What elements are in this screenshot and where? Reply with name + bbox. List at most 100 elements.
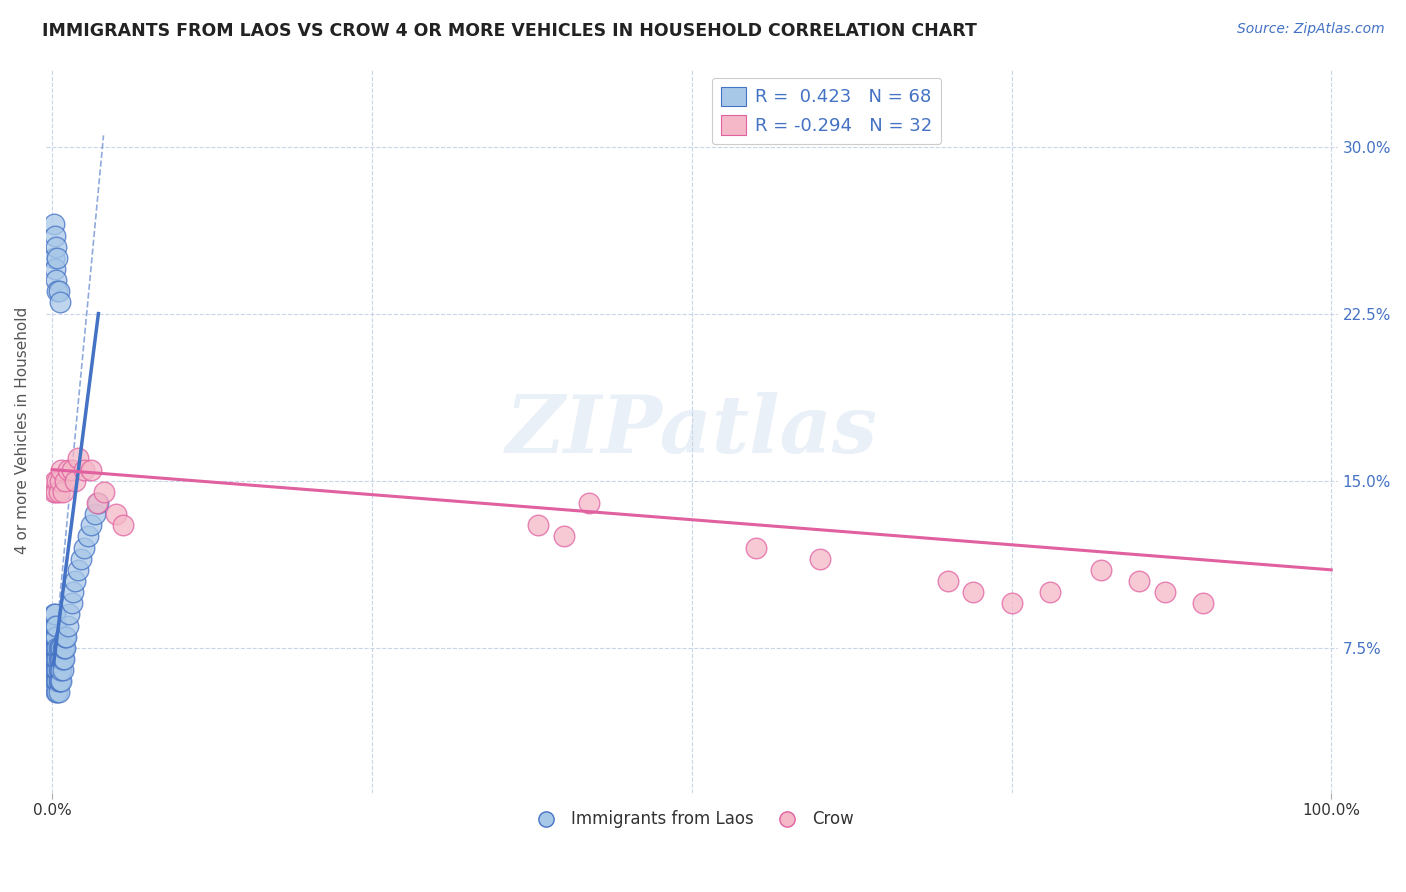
Point: [65, 574, 87, 588]
Point: [87, 496, 110, 510]
Point: [111, 518, 134, 533]
Point: [42, 640, 65, 655]
Point: [49, 474, 72, 488]
Point: [93, 484, 115, 499]
Point: [45, 652, 67, 666]
Point: [1154, 585, 1177, 599]
Point: [56, 462, 79, 476]
Point: [46, 251, 69, 265]
Point: [80, 462, 103, 476]
Point: [44, 652, 66, 666]
Point: [60, 462, 83, 476]
Text: ZIPatlas: ZIPatlas: [506, 392, 877, 469]
Point: [44, 663, 66, 677]
Point: [45, 640, 67, 655]
Point: [45, 663, 67, 677]
Point: [51, 652, 73, 666]
Point: [1039, 585, 1062, 599]
Point: [69, 551, 91, 566]
Point: [44, 630, 66, 644]
Point: [55, 630, 77, 644]
Point: [45, 484, 67, 499]
Point: [936, 574, 959, 588]
Point: [1192, 596, 1215, 610]
Point: [42, 652, 65, 666]
Point: [80, 518, 103, 533]
Point: [52, 640, 75, 655]
Point: [578, 496, 600, 510]
Point: [105, 507, 128, 521]
Point: [52, 640, 75, 655]
Point: [48, 674, 70, 689]
Point: [51, 462, 73, 476]
Point: [53, 474, 76, 488]
Point: [48, 663, 70, 677]
Point: [83, 507, 105, 521]
Point: [66, 451, 89, 466]
Point: [60, 596, 83, 610]
Point: [51, 674, 73, 689]
Point: [46, 474, 69, 488]
Point: [44, 262, 66, 277]
Legend: Immigrants from Laos, Crow: Immigrants from Laos, Crow: [523, 804, 860, 835]
Point: [45, 630, 67, 644]
Point: [48, 685, 70, 699]
Point: [42, 218, 65, 232]
Point: [52, 652, 75, 666]
Point: [48, 484, 70, 499]
Y-axis label: 4 or more Vehicles in Household: 4 or more Vehicles in Household: [15, 307, 30, 554]
Point: [49, 295, 72, 310]
Point: [58, 607, 80, 622]
Point: [86, 496, 108, 510]
Point: [45, 674, 67, 689]
Point: [45, 273, 67, 287]
Point: [48, 640, 70, 655]
Point: [745, 541, 768, 555]
Point: [52, 484, 75, 499]
Point: [808, 551, 831, 566]
Text: Source: ZipAtlas.com: Source: ZipAtlas.com: [1237, 22, 1385, 37]
Point: [52, 652, 75, 666]
Point: [53, 640, 76, 655]
Point: [42, 484, 65, 499]
Point: [44, 618, 66, 632]
Text: IMMIGRANTS FROM LAOS VS CROW 4 OR MORE VEHICLES IN HOUSEHOLD CORRELATION CHART: IMMIGRANTS FROM LAOS VS CROW 4 OR MORE V…: [42, 22, 977, 40]
Point: [46, 663, 69, 677]
Point: [49, 663, 72, 677]
Point: [56, 618, 79, 632]
Point: [44, 228, 66, 243]
Point: [49, 674, 72, 689]
Point: [44, 474, 66, 488]
Point: [42, 618, 65, 632]
Point: [46, 685, 69, 699]
Point: [1000, 596, 1022, 610]
Point: [42, 251, 65, 265]
Point: [52, 663, 75, 677]
Point: [44, 607, 66, 622]
Point: [48, 652, 70, 666]
Point: [49, 652, 72, 666]
Point: [1090, 563, 1112, 577]
Point: [77, 529, 100, 543]
Point: [48, 285, 70, 299]
Point: [66, 563, 89, 577]
Point: [553, 529, 575, 543]
Point: [44, 640, 66, 655]
Point: [46, 285, 69, 299]
Point: [46, 640, 69, 655]
Point: [962, 585, 984, 599]
Point: [46, 652, 69, 666]
Point: [45, 685, 67, 699]
Point: [62, 585, 84, 599]
Point: [42, 630, 65, 644]
Point: [73, 541, 96, 555]
Point: [65, 474, 87, 488]
Point: [45, 240, 67, 254]
Point: [51, 663, 73, 677]
Point: [1128, 574, 1150, 588]
Point: [44, 674, 66, 689]
Point: [42, 607, 65, 622]
Point: [53, 630, 76, 644]
Point: [46, 674, 69, 689]
Point: [49, 640, 72, 655]
